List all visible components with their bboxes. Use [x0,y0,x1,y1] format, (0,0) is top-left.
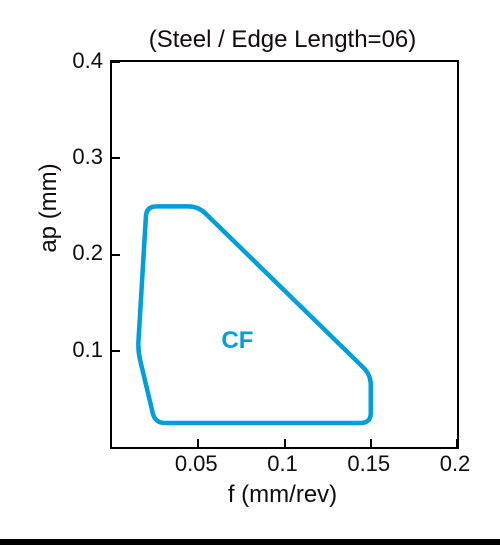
x-axis-label: f (mm/rev) [110,481,455,509]
y-tick-mark [112,157,120,159]
x-tick-label: 0.05 [161,451,231,477]
x-tick-mark [284,439,286,447]
y-axis-label: ap (mm) [35,108,63,308]
y-tick-mark [112,350,120,352]
footer-bar [0,539,500,545]
y-tick-label: 0.1 [48,337,103,363]
y-tick-label: 0.4 [48,48,103,74]
region-cf-path [138,206,370,423]
chart-title-text: (Steel / Edge Length=06) [149,26,417,53]
x-tick-label: 0.2 [420,451,490,477]
x-tick-mark [456,439,458,447]
chart-title: (Steel / Edge Length=06) [110,26,455,54]
y-tick-mark [112,254,120,256]
region-label: CF [221,327,253,355]
x-tick-label: 0.15 [334,451,404,477]
x-tick-mark [197,439,199,447]
y-tick-mark [112,61,120,63]
region-polygon [112,62,457,447]
chart-frame: (Steel / Edge Length=06) CF ap (mm) f (m… [0,0,500,545]
y-tick-label: 0.2 [48,240,103,266]
x-tick-label: 0.1 [248,451,318,477]
plot-area: CF [110,60,459,449]
y-tick-label: 0.3 [48,144,103,170]
x-tick-mark [370,439,372,447]
